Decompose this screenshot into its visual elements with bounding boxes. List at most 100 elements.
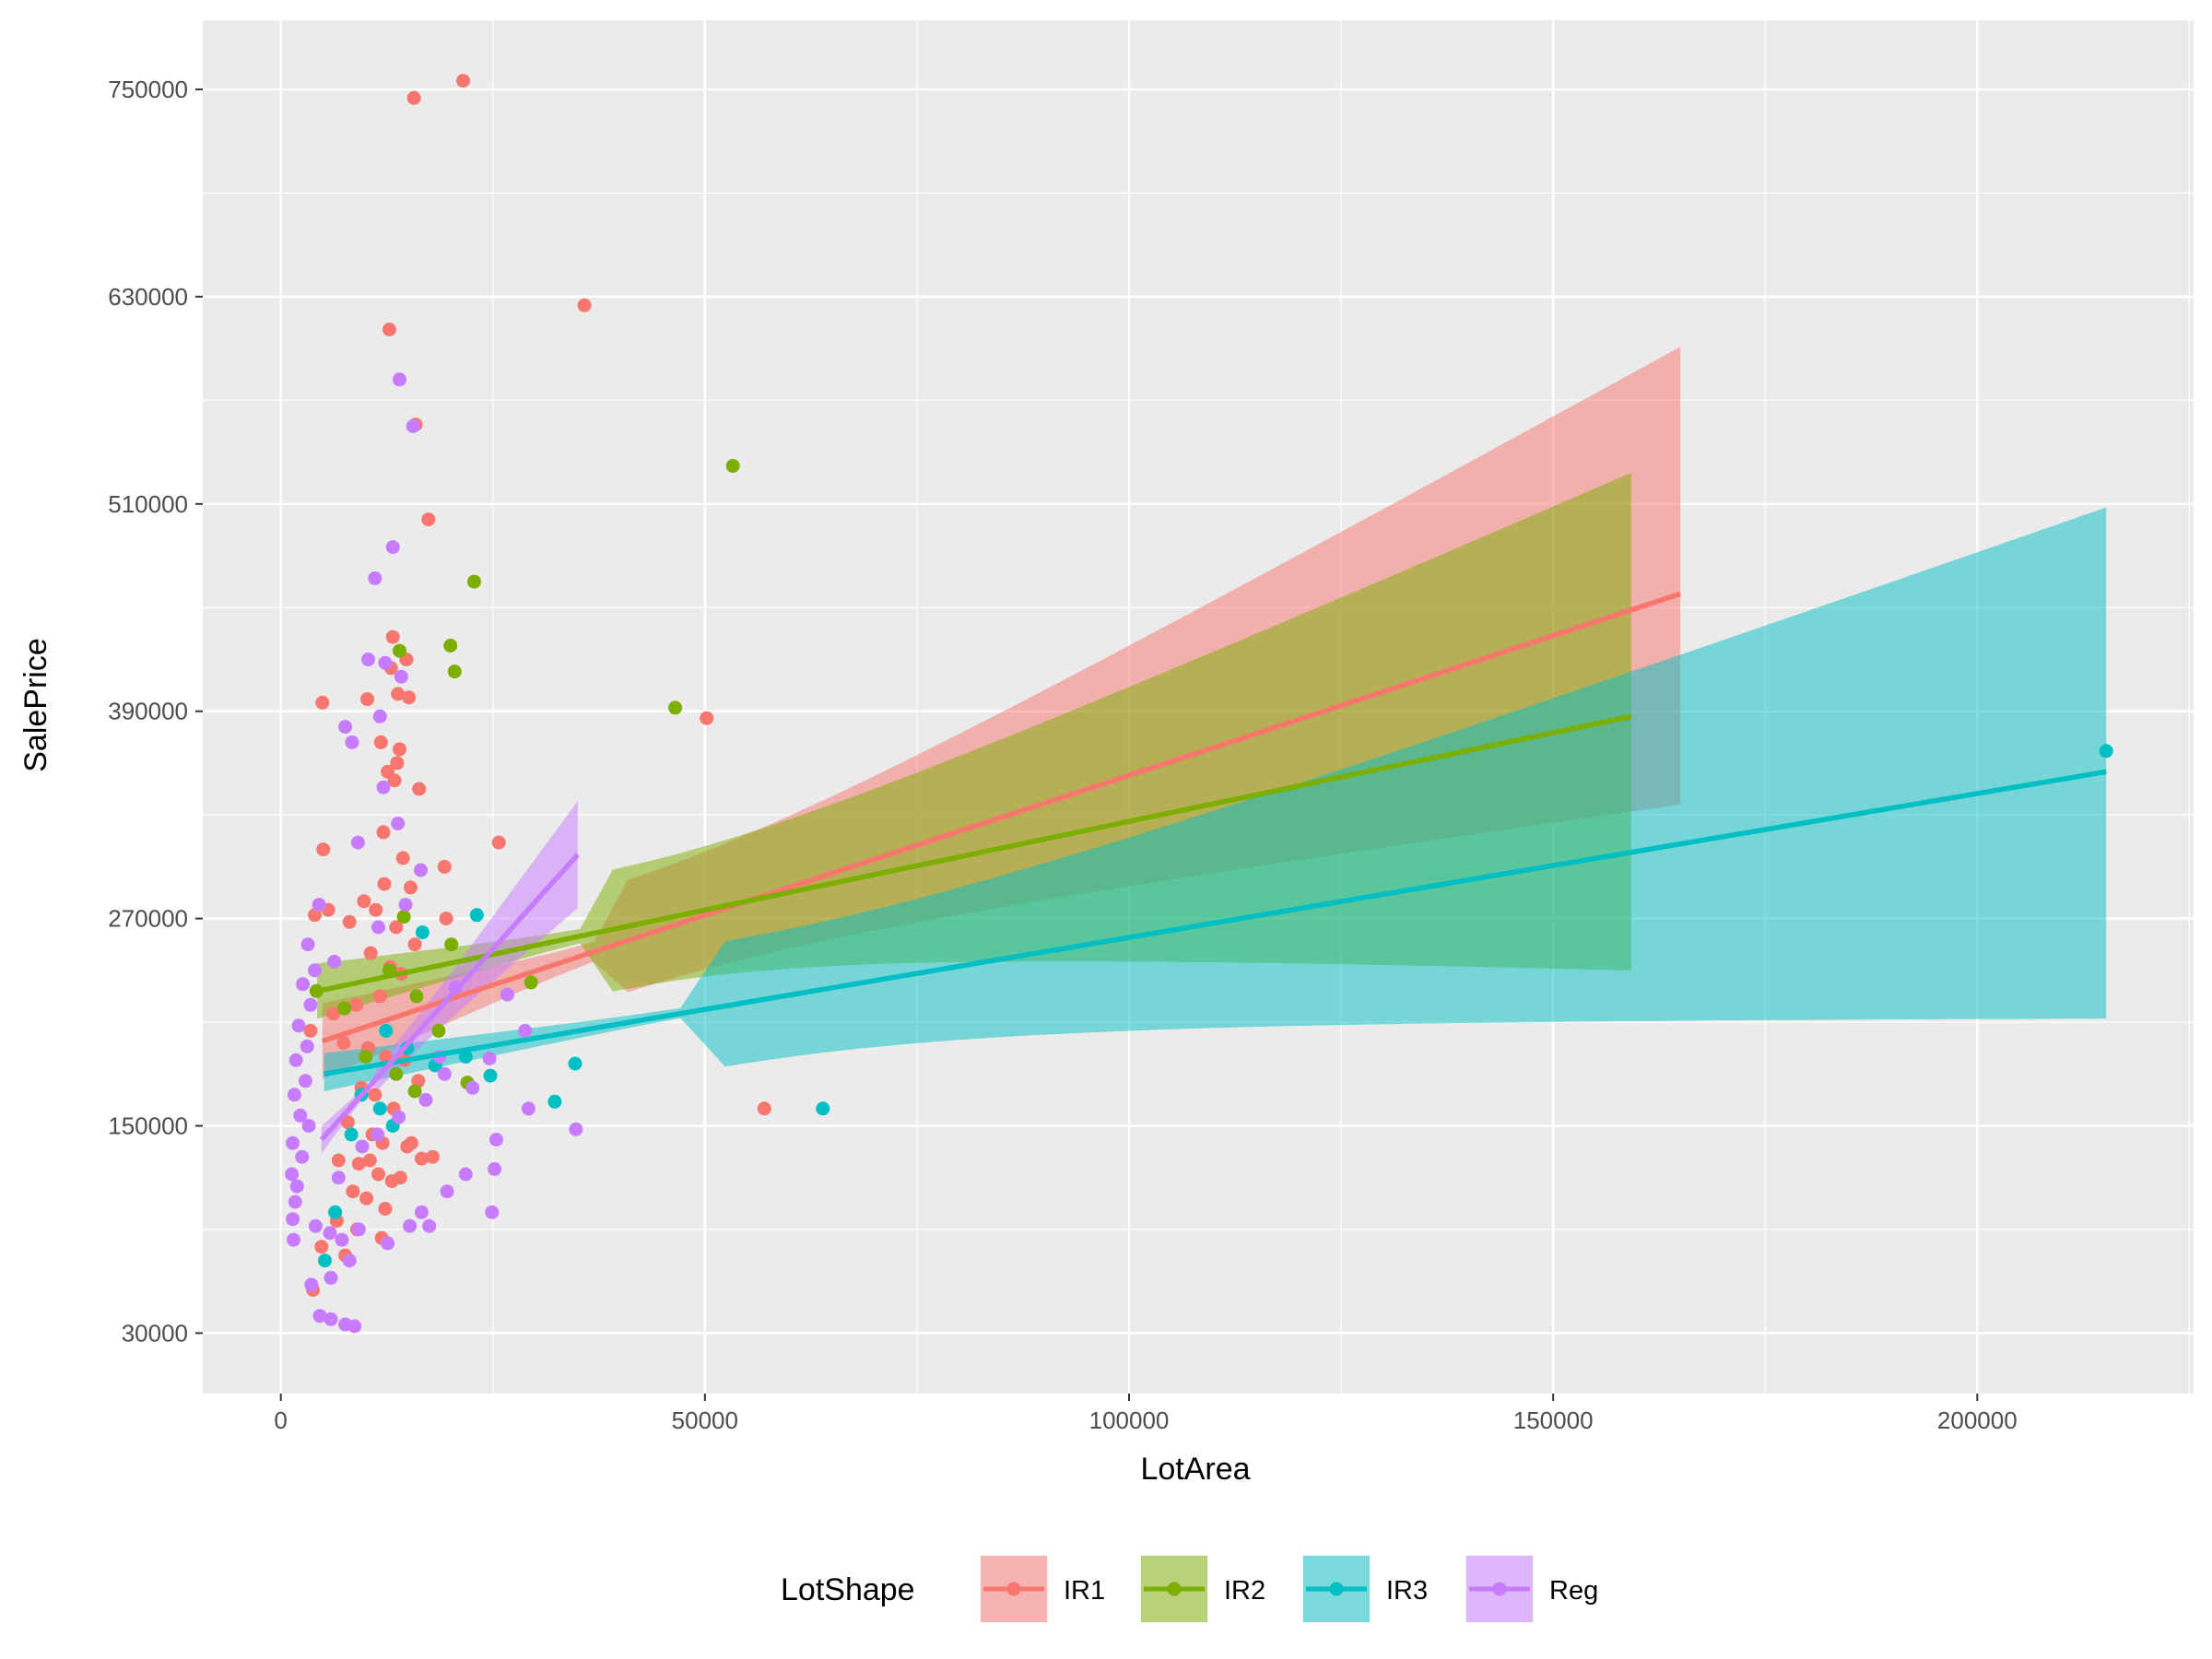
data-point <box>331 1171 346 1185</box>
data-point <box>296 977 311 992</box>
x-tick-label: 50000 <box>672 1406 738 1434</box>
data-point <box>323 1226 337 1241</box>
data-point <box>360 692 374 707</box>
data-point <box>400 1139 415 1154</box>
data-point <box>485 1205 500 1219</box>
y-tick-label: 510000 <box>108 490 188 518</box>
data-point <box>491 835 506 850</box>
data-point <box>308 1218 323 1233</box>
data-point <box>346 1184 360 1199</box>
data-point <box>488 1161 502 1176</box>
data-point <box>389 1066 404 1081</box>
data-point <box>395 851 410 865</box>
data-point <box>379 1050 394 1064</box>
data-point <box>443 639 458 653</box>
data-point <box>407 937 422 952</box>
x-axis-title: LotArea <box>1140 1452 1250 1487</box>
data-point <box>372 989 387 1004</box>
data-point <box>391 817 406 830</box>
data-point <box>414 863 428 877</box>
data-point <box>378 1202 393 1216</box>
legend-label: IR1 <box>1064 1576 1105 1606</box>
data-point <box>458 1167 473 1182</box>
data-point <box>377 877 392 891</box>
data-point <box>483 1068 498 1083</box>
data-point <box>347 1319 362 1334</box>
data-point <box>396 910 411 924</box>
data-point <box>369 902 383 917</box>
data-point <box>335 1232 349 1247</box>
data-point <box>312 1309 327 1324</box>
data-point <box>301 1119 316 1133</box>
x-tick-label: 0 <box>274 1406 287 1434</box>
data-point <box>357 894 371 909</box>
data-point <box>361 653 375 666</box>
data-point <box>456 74 470 88</box>
x-tick-label: 200000 <box>1937 1406 2018 1434</box>
legend-key-point <box>1006 1582 1021 1596</box>
legend-item-reg: Reg <box>1465 1555 1598 1623</box>
data-point <box>300 937 315 952</box>
data-point <box>403 1218 418 1233</box>
data-point <box>392 1110 406 1124</box>
trend-line-ir3 <box>324 769 2107 1077</box>
data-point <box>385 540 400 555</box>
data-point <box>398 898 413 912</box>
data-point <box>422 1218 437 1233</box>
data-point <box>568 1056 582 1071</box>
data-point <box>359 1191 374 1206</box>
data-point <box>324 1312 338 1326</box>
data-point <box>286 1212 300 1227</box>
data-point <box>415 925 429 940</box>
data-point <box>393 742 406 757</box>
data-point <box>393 372 406 387</box>
y-tick-label: 750000 <box>108 76 188 103</box>
legend-key-point <box>1167 1582 1182 1596</box>
data-point <box>757 1101 771 1116</box>
data-point <box>371 920 385 935</box>
data-point <box>298 1074 312 1088</box>
data-point <box>293 1108 308 1123</box>
data-point <box>421 512 436 527</box>
data-point <box>340 1115 355 1130</box>
data-point <box>345 735 359 749</box>
data-point <box>359 1050 373 1064</box>
data-point <box>316 842 331 857</box>
data-point <box>521 1101 535 1116</box>
legend-item-ir2: IR2 <box>1140 1555 1265 1623</box>
legend-label: Reg <box>1549 1576 1598 1606</box>
data-point <box>440 1184 454 1199</box>
y-tick-label: 150000 <box>108 1112 188 1139</box>
series-points-ir3 <box>318 744 2113 1268</box>
data-point <box>458 1050 473 1064</box>
data-point <box>363 946 378 960</box>
data-point <box>414 1151 429 1166</box>
data-point <box>431 1023 446 1038</box>
data-point <box>337 1001 352 1016</box>
confidence-band-ir3 <box>324 507 2107 1091</box>
data-point <box>342 914 357 929</box>
data-point <box>312 898 326 912</box>
data-point <box>391 687 406 701</box>
legend-title: LotShape <box>781 1572 915 1607</box>
legend-item-ir1: IR1 <box>980 1555 1105 1623</box>
data-point <box>414 1205 429 1219</box>
data-point <box>373 735 388 749</box>
data-point <box>379 1023 394 1038</box>
data-point <box>287 1232 300 1247</box>
data-point <box>390 756 405 771</box>
data-point <box>439 912 453 926</box>
data-point <box>336 1036 351 1050</box>
data-point <box>668 700 683 715</box>
data-point <box>327 954 342 969</box>
data-point <box>725 459 740 473</box>
data-point <box>447 665 462 679</box>
trend-lines <box>316 591 2107 1142</box>
data-point <box>338 720 353 735</box>
data-point <box>303 1023 318 1038</box>
data-point <box>469 908 484 923</box>
data-point <box>500 987 514 1002</box>
y-tick-label: 30000 <box>122 1319 188 1347</box>
legend-key-point <box>1492 1582 1507 1596</box>
y-tick-label: 630000 <box>108 283 188 311</box>
